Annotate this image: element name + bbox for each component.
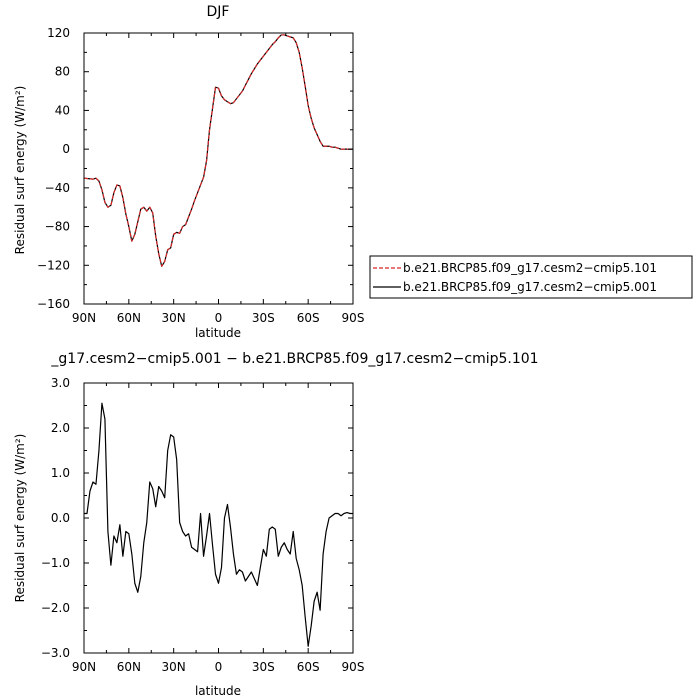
legend-label-series-001: b.e21.BRCP85.f09_g17.cesm2−cmip5.001 bbox=[403, 280, 657, 294]
bottom-x-tick-label: 0 bbox=[215, 660, 223, 674]
top-x-tick-label: 90S bbox=[342, 311, 365, 325]
bottom-x-tick-label: 90S bbox=[342, 660, 365, 674]
bottom-y-tick-label: −1.0 bbox=[41, 556, 70, 570]
top-chart-title: DJF bbox=[207, 4, 230, 20]
bottom-series-line-solid bbox=[84, 402, 353, 647]
bottom-y-tick-label: 0.0 bbox=[51, 511, 70, 525]
bottom-x-tick-label: 60N bbox=[117, 660, 141, 674]
top-y-tick-label: 0 bbox=[62, 142, 70, 156]
bottom-y-tick-label: 2.0 bbox=[51, 421, 70, 435]
legend-box bbox=[369, 255, 693, 299]
bottom-x-tick-label: 90N bbox=[72, 660, 96, 674]
top-plot-frame bbox=[83, 32, 354, 305]
top-x-axis: 90N 60N 30N 0 30S 60S 90S bbox=[72, 33, 365, 325]
top-y-axis: −160 −120 −80 −40 0 40 80 120 bbox=[37, 26, 353, 311]
top-x-tick-label: 90N bbox=[72, 311, 96, 325]
top-x-tick-label: 30S bbox=[252, 311, 275, 325]
top-series-group bbox=[83, 34, 353, 267]
top-y-axis-label: Residual surf energy (W/m²) bbox=[13, 86, 27, 255]
bottom-y-tick-label: −3.0 bbox=[41, 646, 70, 660]
legend-label-series-101: b.e21.BRCP85.f09_g17.cesm2−cmip5.101 bbox=[403, 261, 657, 275]
top-x-tick-label: 60S bbox=[297, 311, 320, 325]
bottom-x-axis-label: latitude bbox=[195, 684, 241, 698]
bottom-y-tick-label: 1.0 bbox=[51, 466, 70, 480]
bottom-x-axis: 90N 60N 30N 0 30S 60S 90S bbox=[72, 383, 365, 674]
top-y-tick-label: −160 bbox=[37, 297, 70, 311]
bottom-x-tick-label: 30S bbox=[252, 660, 275, 674]
bottom-series-group bbox=[84, 402, 353, 647]
legend: b.e21.BRCP85.f09_g17.cesm2−cmip5.101 b.e… bbox=[369, 255, 693, 299]
top-y-tick-label: −80 bbox=[45, 220, 70, 234]
bottom-x-tick-label: 30N bbox=[162, 660, 186, 674]
top-x-tick-label: 60N bbox=[117, 311, 141, 325]
top-y-tick-label: −40 bbox=[45, 181, 70, 195]
bottom-y-axis-label: Residual surf energy (W/m²) bbox=[13, 434, 27, 603]
top-x-tick-label: 30N bbox=[162, 311, 186, 325]
bottom-y-axis: −3.0 −2.0 −1.0 0.0 1.0 2.0 3.0 bbox=[41, 376, 353, 660]
top-x-axis-label: latitude bbox=[195, 326, 241, 340]
bottom-y-tick-label: 3.0 bbox=[51, 376, 70, 390]
top-x-tick-label: 0 bbox=[215, 311, 223, 325]
bottom-panel: _g17.cesm2−cmip5.001 − b.e21.BRCP85.f09_… bbox=[13, 351, 539, 698]
top-y-tick-label: 40 bbox=[55, 103, 70, 117]
top-series-line-solid bbox=[83, 34, 353, 267]
top-y-tick-label: 80 bbox=[55, 65, 70, 79]
bottom-x-tick-label: 60S bbox=[297, 660, 320, 674]
bottom-chart-title: _g17.cesm2−cmip5.001 − b.e21.BRCP85.f09_… bbox=[50, 351, 538, 367]
bottom-y-tick-label: −2.0 bbox=[41, 601, 70, 615]
top-y-tick-label: 120 bbox=[47, 26, 70, 40]
top-series-line-dashed bbox=[83, 34, 353, 267]
top-panel: DJF −160 −120 −80 −40 0 40 80 120 90N 60N 30N 0 30S… bbox=[13, 4, 364, 340]
top-y-tick-label: −120 bbox=[37, 258, 70, 272]
